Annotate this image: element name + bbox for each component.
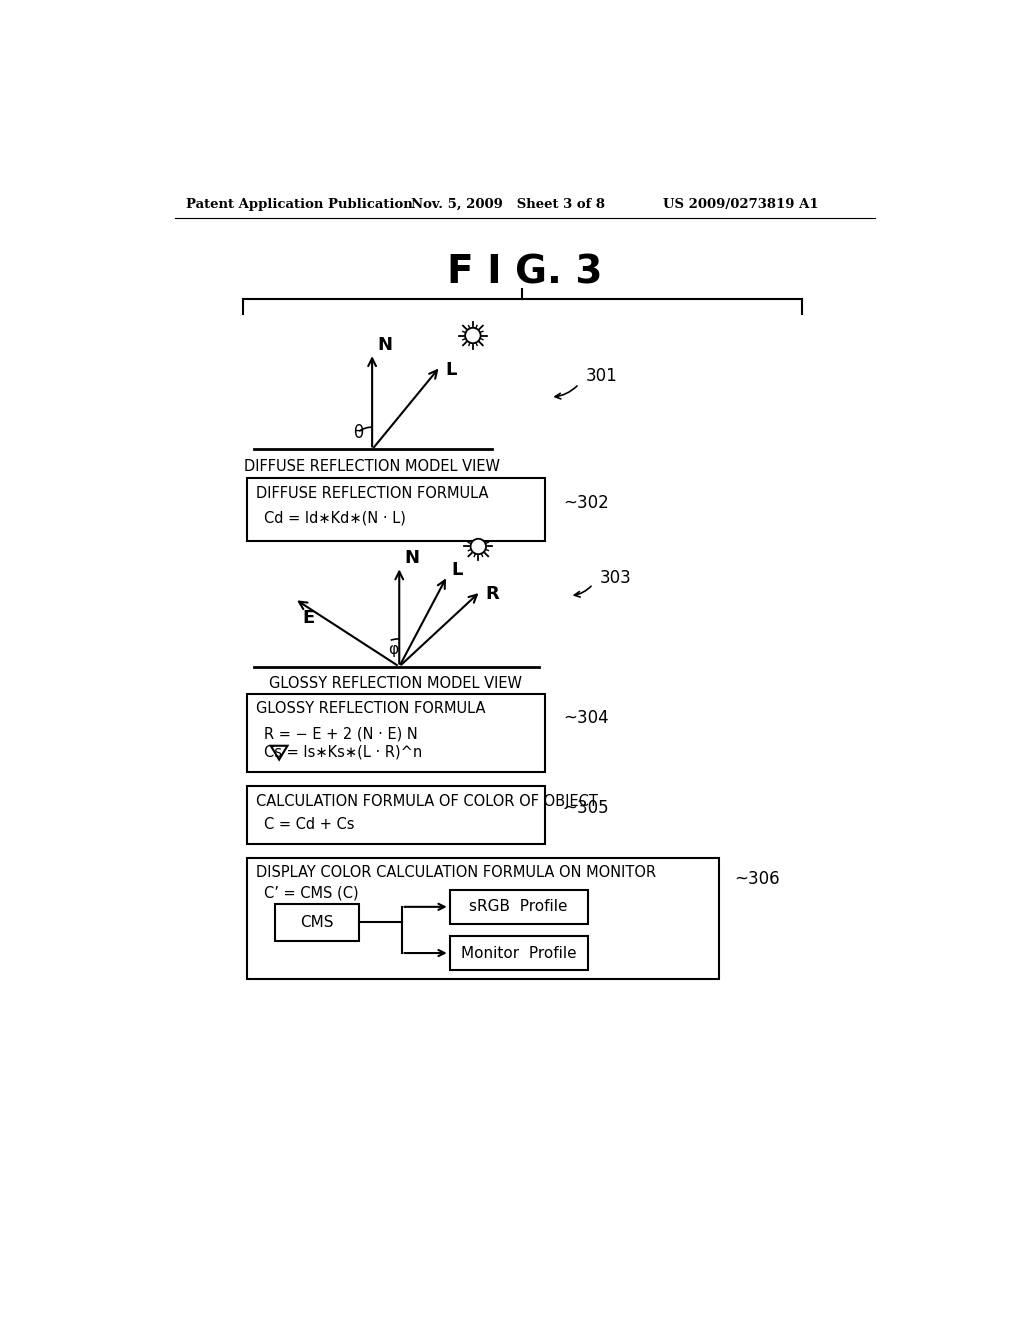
FancyBboxPatch shape [247, 785, 545, 845]
Text: R: R [485, 585, 499, 603]
Text: N: N [404, 549, 420, 568]
Text: Nov. 5, 2009   Sheet 3 of 8: Nov. 5, 2009 Sheet 3 of 8 [411, 198, 605, 211]
FancyBboxPatch shape [247, 478, 545, 541]
Text: ~302: ~302 [563, 494, 609, 512]
Text: GLOSSY REFLECTION MODEL VIEW: GLOSSY REFLECTION MODEL VIEW [269, 676, 522, 692]
Circle shape [471, 539, 486, 554]
FancyBboxPatch shape [247, 693, 545, 772]
FancyBboxPatch shape [450, 890, 588, 924]
Text: Cd = Id∗Kd∗(N · L): Cd = Id∗Kd∗(N · L) [263, 511, 406, 525]
Text: L: L [452, 561, 463, 578]
Text: Cs = Is∗Ks∗(L · R)^n: Cs = Is∗Ks∗(L · R)^n [263, 744, 422, 759]
Circle shape [465, 327, 480, 343]
FancyBboxPatch shape [275, 904, 359, 941]
Text: 303: 303 [599, 569, 631, 587]
Text: C = Cd + Cs: C = Cd + Cs [263, 817, 354, 832]
Text: Patent Application Publication: Patent Application Publication [186, 198, 413, 211]
Text: DIFFUSE REFLECTION FORMULA: DIFFUSE REFLECTION FORMULA [256, 486, 488, 500]
FancyBboxPatch shape [247, 858, 719, 979]
Text: CALCULATION FORMULA OF COLOR OF OBJECT: CALCULATION FORMULA OF COLOR OF OBJECT [256, 793, 598, 809]
Text: E: E [302, 609, 314, 627]
Text: N: N [378, 335, 392, 354]
Text: sRGB  Profile: sRGB Profile [469, 899, 568, 915]
Text: F I G. 3: F I G. 3 [447, 253, 602, 292]
Text: R = − E + 2 (N · E) N: R = − E + 2 (N · E) N [263, 726, 418, 741]
FancyBboxPatch shape [450, 936, 588, 970]
Text: ~306: ~306 [734, 870, 779, 888]
Text: DIFFUSE REFLECTION MODEL VIEW: DIFFUSE REFLECTION MODEL VIEW [244, 459, 500, 474]
Text: ~305: ~305 [563, 799, 609, 817]
Text: C’ = CMS (C): C’ = CMS (C) [263, 886, 358, 900]
Text: φ: φ [388, 642, 398, 657]
Text: θ: θ [353, 424, 364, 441]
Text: DISPLAY COLOR CALCULATION FORMULA ON MONITOR: DISPLAY COLOR CALCULATION FORMULA ON MON… [256, 866, 656, 880]
Text: CMS: CMS [300, 915, 334, 929]
Text: 301: 301 [586, 367, 617, 384]
Text: ~304: ~304 [563, 709, 609, 727]
Text: Monitor  Profile: Monitor Profile [461, 945, 577, 961]
Text: US 2009/0273819 A1: US 2009/0273819 A1 [663, 198, 818, 211]
Text: L: L [445, 362, 457, 379]
Text: GLOSSY REFLECTION FORMULA: GLOSSY REFLECTION FORMULA [256, 701, 485, 717]
